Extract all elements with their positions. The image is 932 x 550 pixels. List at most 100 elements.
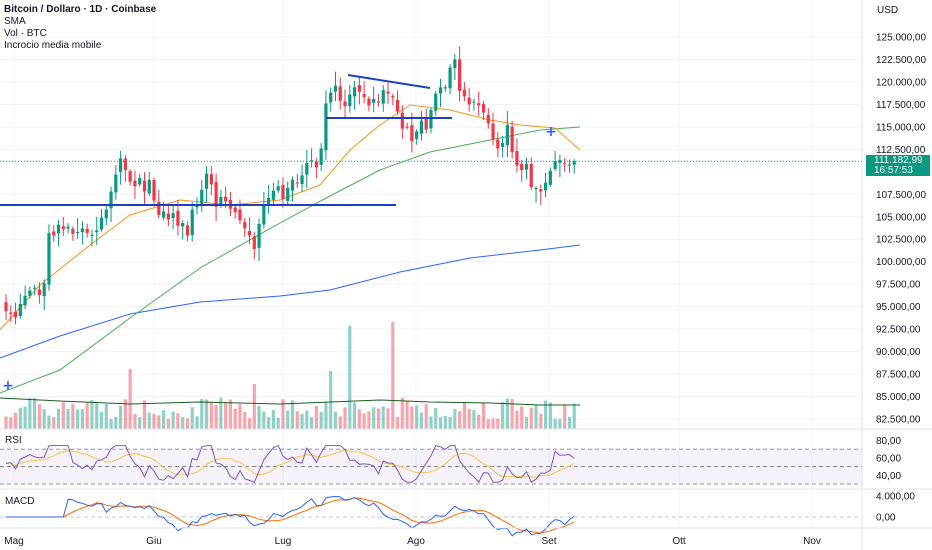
rsi-label[interactable]: RSI (5, 435, 22, 446)
volume-bar (563, 405, 567, 429)
candle-body (501, 143, 505, 147)
candle-body (548, 170, 552, 185)
candle-body (247, 231, 252, 236)
volume-bar (539, 413, 543, 429)
candle-body (300, 175, 304, 185)
price-tick-label: 112.500,00 (876, 145, 926, 156)
drawing-tools[interactable]: ++ (0, 74, 557, 394)
volume-bar (443, 415, 447, 429)
candle-body (496, 139, 500, 149)
ma-cross-marker: + (2, 378, 14, 394)
volume-bar (219, 397, 223, 429)
candle-body (257, 223, 261, 248)
volume-bar (543, 400, 548, 429)
volume-bar (80, 409, 84, 429)
volume-bar (462, 401, 466, 429)
candle-body (310, 160, 314, 162)
volume-bar (472, 409, 476, 429)
currency-label[interactable]: USD (877, 5, 899, 16)
candle-body (467, 97, 471, 105)
volume-bar (9, 417, 13, 429)
chart-legend[interactable]: Bitcoin / Dollaro · 1D · Coinbase SMA Vo… (4, 4, 156, 52)
volume-bar (391, 322, 395, 429)
rsi-line (5, 444, 575, 484)
candle-body (161, 211, 166, 218)
volume-bar (190, 407, 194, 429)
volume-bar (13, 412, 18, 429)
candle-body (119, 158, 123, 172)
candle-body (123, 158, 127, 171)
chart-title[interactable]: Bitcoin / Dollaro · 1D · Coinbase (4, 4, 157, 15)
candle-body (276, 186, 280, 191)
candle-body (567, 164, 572, 166)
candle-body (9, 312, 13, 314)
candle-body (42, 283, 46, 297)
countdown-timer: 16:57:53 (874, 165, 913, 176)
volume-bar (286, 410, 290, 429)
volume-bar (305, 410, 309, 429)
candlesticks[interactable] (4, 46, 576, 325)
macd-label[interactable]: MACD (5, 496, 35, 507)
candle-body (424, 118, 428, 130)
candle-body (76, 232, 80, 234)
price-tick-label: 95.000,00 (876, 302, 921, 313)
candle-body (47, 232, 51, 285)
candle-body (520, 163, 524, 171)
candle-body (252, 236, 256, 250)
rsi-pane[interactable] (0, 444, 862, 485)
volume-bar (438, 417, 443, 429)
candle-body (462, 89, 466, 97)
candle-body (200, 189, 204, 204)
candle-body (543, 182, 548, 191)
volume-bar (567, 416, 572, 429)
candle-body (176, 210, 180, 226)
candle-body (281, 184, 285, 199)
price-tick-label: 125.000,00 (876, 33, 926, 44)
volume-bar (372, 407, 376, 429)
candle-body (52, 231, 56, 236)
time-tick-label: Mag (4, 536, 23, 547)
candle-body (142, 180, 147, 192)
candle-body (367, 98, 371, 106)
volume-bar (486, 418, 490, 429)
volume-bar (61, 402, 65, 429)
candle-body (343, 101, 347, 107)
volume-bar (314, 406, 318, 429)
volume-bar (501, 402, 505, 429)
price-tick-label: 122.500,00 (876, 55, 926, 66)
volume-bar (386, 408, 390, 429)
volume-bar (76, 409, 80, 429)
candle-body (147, 179, 151, 194)
volume-bar (343, 407, 347, 429)
volume-bar (405, 400, 409, 429)
volume-bar (410, 406, 414, 429)
candle-body (524, 163, 529, 170)
price-tick-label: 82.500,00 (876, 415, 921, 426)
volume-bar (300, 413, 304, 429)
volume-bar (362, 413, 366, 429)
volume-bar (333, 411, 338, 429)
volume-bar (56, 408, 61, 429)
candle-body (33, 287, 37, 289)
legend-sma[interactable]: SMA (4, 16, 26, 27)
volume-bar (496, 418, 500, 429)
volume-bar (214, 405, 218, 429)
volume-bar (23, 406, 27, 429)
legend-ma-cross[interactable]: Incrocio media mobile (4, 40, 102, 51)
macd-pane[interactable] (0, 495, 862, 537)
macd-tick-label: 0,00 (876, 513, 896, 524)
candle-body (395, 99, 400, 112)
volume-bar (200, 399, 204, 429)
candle-body (209, 174, 213, 185)
candle-body (80, 228, 84, 233)
volume-bar (290, 400, 295, 429)
volume-bar (453, 408, 457, 429)
legend-volume[interactable]: Vol · BTC (4, 28, 47, 39)
volume-bar (224, 402, 228, 429)
volume-bar (295, 411, 299, 429)
volume-bar (376, 408, 381, 429)
candle-body (99, 217, 104, 230)
candle-body (438, 87, 443, 94)
volume-bar (37, 404, 42, 429)
